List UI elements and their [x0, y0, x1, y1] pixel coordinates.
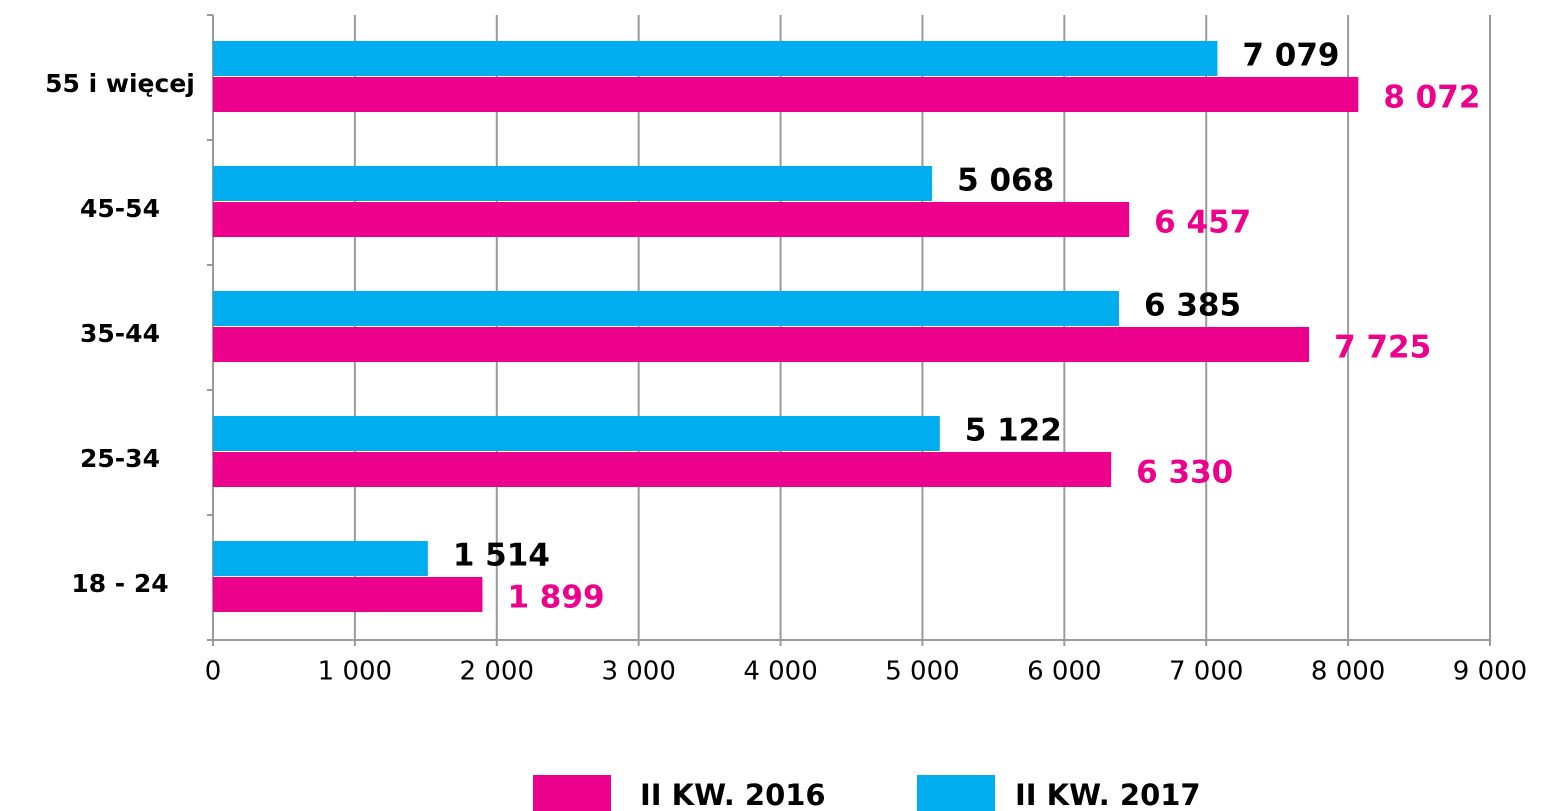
bar — [213, 291, 1119, 326]
bar — [213, 452, 1112, 487]
value-label: 6 385 — [1144, 288, 1241, 324]
y-tick-label: 18 - 24 — [71, 569, 168, 598]
bar — [213, 166, 933, 201]
x-tick-label: 6 000 — [1027, 657, 1101, 687]
y-tick-label: 25-34 — [80, 444, 160, 473]
x-tick-label: 5 000 — [885, 657, 959, 687]
x-tick-label: 3 000 — [601, 657, 675, 687]
value-label: 1 899 — [507, 580, 604, 616]
bar — [213, 327, 1310, 362]
bar — [213, 416, 940, 451]
bar — [213, 541, 428, 576]
bar — [213, 577, 483, 612]
y-tick-label: 35-44 — [80, 319, 160, 348]
legend-swatch — [917, 775, 995, 811]
value-label: 1 514 — [453, 538, 550, 574]
value-label: 7 725 — [1334, 330, 1431, 366]
x-tick-label: 1 000 — [318, 657, 392, 687]
bar — [213, 41, 1218, 76]
y-tick-label: 55 i więcej — [45, 69, 195, 98]
x-tick-label: 9 000 — [1453, 657, 1527, 687]
value-label: 7 079 — [1242, 38, 1339, 74]
y-tick-label: 45-54 — [80, 194, 160, 223]
legend-label: II KW. 2016 — [640, 778, 826, 811]
value-label: 8 072 — [1383, 80, 1480, 116]
bar — [213, 77, 1359, 112]
x-tick-label: 4 000 — [743, 657, 817, 687]
value-label: 5 068 — [957, 163, 1054, 199]
x-tick-label: 8 000 — [1311, 657, 1385, 687]
legend-label: II KW. 2017 — [1015, 778, 1201, 811]
x-tick-label: 0 — [205, 657, 222, 687]
value-label: 5 122 — [965, 413, 1062, 449]
value-label: 6 330 — [1136, 455, 1233, 491]
x-tick-label: 2 000 — [460, 657, 534, 687]
x-tick-label: 7 000 — [1169, 657, 1243, 687]
legend-swatch — [533, 775, 611, 811]
value-label: 6 457 — [1154, 205, 1251, 241]
bar — [213, 202, 1130, 237]
